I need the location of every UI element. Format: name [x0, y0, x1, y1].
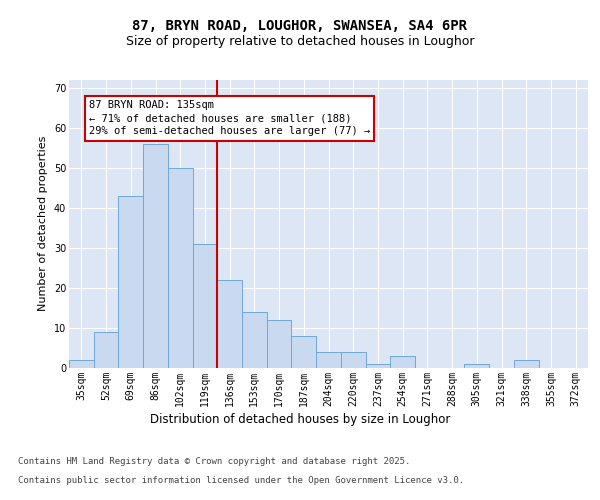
Bar — [464, 364, 489, 368]
Bar — [341, 352, 365, 368]
Text: 87, BRYN ROAD, LOUGHOR, SWANSEA, SA4 6PR: 87, BRYN ROAD, LOUGHOR, SWANSEA, SA4 6PR — [133, 19, 467, 33]
Bar — [292, 336, 316, 368]
Bar — [69, 360, 94, 368]
Bar — [514, 360, 539, 368]
Bar — [94, 332, 118, 368]
Text: Size of property relative to detached houses in Loughor: Size of property relative to detached ho… — [126, 35, 474, 48]
Text: Distribution of detached houses by size in Loughor: Distribution of detached houses by size … — [150, 412, 450, 426]
Bar — [168, 168, 193, 368]
Bar — [193, 244, 217, 368]
Text: 87 BRYN ROAD: 135sqm
← 71% of detached houses are smaller (188)
29% of semi-deta: 87 BRYN ROAD: 135sqm ← 71% of detached h… — [89, 100, 370, 136]
Bar — [242, 312, 267, 368]
Bar — [390, 356, 415, 368]
Y-axis label: Number of detached properties: Number of detached properties — [38, 136, 48, 312]
Bar — [365, 364, 390, 368]
Text: Contains HM Land Registry data © Crown copyright and database right 2025.: Contains HM Land Registry data © Crown c… — [18, 458, 410, 466]
Bar — [118, 196, 143, 368]
Bar — [217, 280, 242, 368]
Text: Contains public sector information licensed under the Open Government Licence v3: Contains public sector information licen… — [18, 476, 464, 485]
Bar — [267, 320, 292, 368]
Bar — [143, 144, 168, 368]
Bar — [316, 352, 341, 368]
